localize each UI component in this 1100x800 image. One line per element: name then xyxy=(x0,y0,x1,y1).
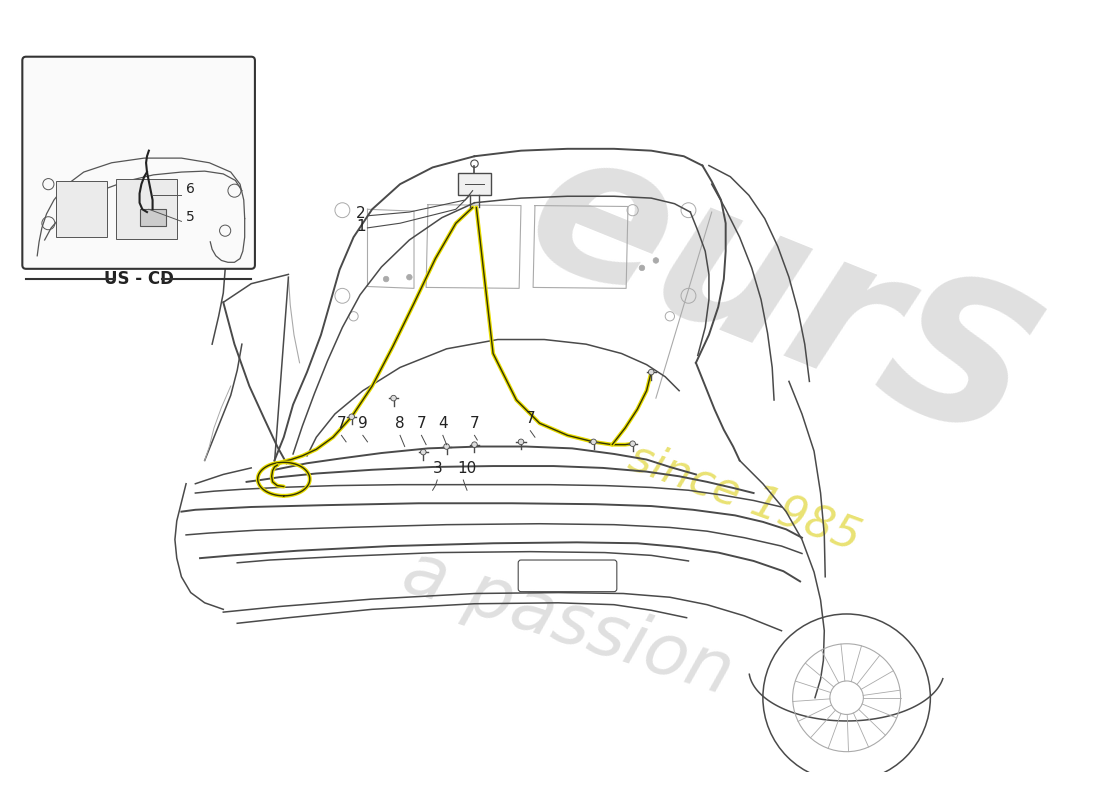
Text: 7: 7 xyxy=(470,416,480,431)
Circle shape xyxy=(390,395,396,401)
Text: 7: 7 xyxy=(526,411,535,426)
Circle shape xyxy=(653,258,659,263)
Text: 3: 3 xyxy=(432,461,442,475)
Bar xyxy=(458,173,492,195)
Text: 8: 8 xyxy=(395,416,405,431)
Text: 10: 10 xyxy=(458,461,477,475)
Text: 2: 2 xyxy=(356,206,365,221)
Text: 9: 9 xyxy=(358,416,367,431)
Bar xyxy=(117,178,177,239)
Text: 7: 7 xyxy=(337,416,346,431)
Text: a passion: a passion xyxy=(394,538,741,709)
Circle shape xyxy=(591,439,596,445)
Circle shape xyxy=(407,274,412,280)
Circle shape xyxy=(630,441,636,446)
Bar xyxy=(56,182,107,237)
Text: 7: 7 xyxy=(417,416,427,431)
Circle shape xyxy=(649,370,654,375)
Circle shape xyxy=(443,444,450,450)
Text: 5: 5 xyxy=(186,210,195,224)
Circle shape xyxy=(472,442,477,447)
FancyBboxPatch shape xyxy=(22,57,255,269)
Circle shape xyxy=(639,265,645,270)
Circle shape xyxy=(518,439,524,445)
Text: 1: 1 xyxy=(356,218,365,234)
Circle shape xyxy=(383,276,389,282)
Text: 6: 6 xyxy=(186,182,195,197)
Text: US - CD: US - CD xyxy=(103,270,174,288)
Text: eurS: eurS xyxy=(502,109,1062,486)
Text: 4: 4 xyxy=(438,416,448,431)
Circle shape xyxy=(349,414,354,419)
Circle shape xyxy=(420,450,426,455)
Bar xyxy=(140,210,166,226)
Text: since 1985: since 1985 xyxy=(623,436,866,559)
